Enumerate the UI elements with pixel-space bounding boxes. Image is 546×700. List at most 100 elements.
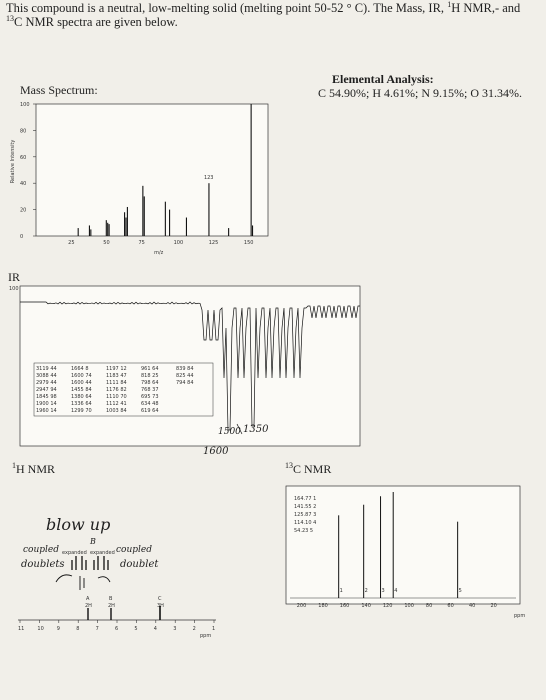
ir-table-cell: 634 48 [141,401,159,407]
ir-table-cell: 1845 98 [36,394,57,400]
h-nmr-tick-label: 4 [154,626,157,632]
intro-line-1-end: H NMR,- and [451,1,521,15]
h-superscript: 1 [447,0,452,9]
c-superscript: 13 [6,13,14,23]
ms-y-axis-label: Relative Intensity [10,140,16,184]
c-nmr-tick-label: 40 [469,603,475,609]
ir-y-tick: 100 [9,286,19,292]
expanded-label-right: expanded [90,550,115,556]
c-nmr-peak-table: 164.77 1 141.55 2 125.87 3 114.10 4 54.23 5 [294,496,316,534]
h-nmr-tick-label: 9 [57,626,60,632]
peak-letter-b: B [109,596,113,602]
ir-table-cell: 1176 82 [106,387,127,393]
c-nmr-frame [285,485,521,605]
c-nmr-tick-label: 180 [318,603,328,609]
ir-table-cell: 1455 84 [71,387,92,393]
handwriting-doublets-right: doublet [120,559,159,570]
ir-table-cell: 794 84 [176,380,194,386]
ir-annotation-1500: 1500 [218,427,241,437]
h-nmr-tick-label: 7 [96,626,99,632]
c-nmr-tick-label: 140 [361,603,371,609]
ir-table-cell: 1183 47 [106,373,127,379]
ms-x-tick-label: 100 [174,240,184,246]
h-nmr-tick-label: 1 [212,626,215,632]
c-nmr-tick-label: 20 [490,603,496,609]
c-nmr-table-row: 125.87 3 [294,512,316,518]
c-nmr-table-row: 114.10 4 [294,520,316,526]
handwriting-coupled-right: coupled [116,545,152,555]
c-nmr-tick-label: 60 [447,603,453,609]
c-nmr-peak-number: 1 [340,588,343,594]
handwriting-doublets-left: doublets [21,559,65,570]
ir-table-cell: 3088 44 [36,373,57,379]
ir-table-cell: 798 64 [141,380,159,386]
ir-annotation-1350: 1350 [243,424,269,435]
h-nmr-tick-label: 10 [37,626,43,632]
ms-frame [35,103,269,237]
handwriting-arrows [55,574,111,583]
ms-y-tick-label: 100 [20,102,30,108]
ir-table-cell: 2947 94 [36,387,57,393]
ir-table-cell: 3119 44 [36,366,57,372]
c-nmr-tick-label: 80 [426,603,432,609]
expanded-peaks-left [71,556,87,570]
ir-table-cell: 768 37 [141,387,159,393]
ms-x-tick-label: 25 [68,240,74,246]
ir-table-cell: 1003 84 [106,408,127,414]
c-nmr-table-row: 54.23 5 [294,528,313,534]
h-nmr-title: 1H NMR [12,462,55,477]
c-nmr-peak-number: 4 [394,588,397,594]
ir-table-cell: 1600 74 [71,373,92,379]
ir-table-frame [33,362,214,417]
ir-peak-table: 3119 44 1664 8 1197 12 961 64 839 84 3088 44 1… [33,362,214,417]
elemental-analysis-values: C 54.90%; H 4.61%; N 9.15%; O 31.34%. [318,86,522,100]
h-nmr-tick-label: 6 [115,626,118,632]
expanded-label-left: expanded [62,550,87,556]
ms-peak-label-153: 153 [246,98,256,100]
ms-x-tick-label: 125 [209,240,219,246]
handwriting-marker-b: B [89,537,96,546]
ms-y-tick-label: 40 [20,181,26,187]
h-nmr-peaks-ab [87,608,112,620]
handwriting-blow-up: blow up [46,515,110,534]
ir-table-cell: 2979 44 [36,380,57,386]
intro-text: This compound is a neutral, low-melting … [6,0,541,29]
c-nmr-table-row: 164.77 1 [294,496,316,502]
intro-line-2: C NMR spectra are given below. [14,15,178,29]
ir-title: IR [8,270,20,284]
intro-line-1: This compound is a neutral, low-melting … [6,1,448,15]
h-nmr-tick-label: 8 [76,626,79,632]
c-nmr-table-row: 141.55 2 [294,504,316,510]
c-nmr-tick-label: 160 [340,603,350,609]
ir-table-cell: 1299 70 [71,408,92,414]
c-nmr-peak-number: 2 [365,588,368,594]
h-nmr-tick-label: 2 [193,626,196,632]
ms-y-tick-label: 0 [20,234,23,240]
ir-table-cell: 695 73 [141,394,159,400]
mass-spectrum-title: Mass Spectrum: [20,83,98,97]
handwriting-marker-lines [79,576,85,590]
h-nmr-superscript: 1 [12,461,16,470]
ir-trace [20,301,360,431]
mass-spectrum-chart: 100 80 60 40 20 0 25 50 75 100 125 150 m/z Relative I… [10,98,269,256]
ir-table-cell: 1111 84 [106,380,127,386]
h-nmr-chart: 11 10 9 8 7 6 5 4 3 2 1 blow up coupled doublets e… [18,515,216,639]
c-nmr-tick-label: 100 [404,603,414,609]
c-nmr-superscript: 13 [285,461,293,470]
ir-annotation-1600: 1600 [203,446,229,457]
ms-y-tick-label: 80 [20,128,26,134]
elemental-analysis-title: Elemental Analysis: [332,72,434,86]
ir-spectrum-chart: 100 3119 44 1664 8 1197 12 961 64 839 84 3088… [9,285,361,457]
ms-y-tick-label: 20 [20,208,26,214]
ms-x-tick-label: 50 [103,240,109,246]
c-nmr-peak-number: 3 [382,588,385,594]
h-nmr-tick-label: 5 [134,626,137,632]
ir-annotation-mark [236,423,243,435]
ms-x-axis-label: m/z [154,250,164,256]
c-nmr-tick-label: 120 [383,603,393,609]
c-nmr-unit: ppm [514,613,525,619]
ir-table-cell: 1664 8 [71,366,89,372]
integration-a: 2H [85,603,92,609]
peak-letter-a: A [86,596,90,602]
